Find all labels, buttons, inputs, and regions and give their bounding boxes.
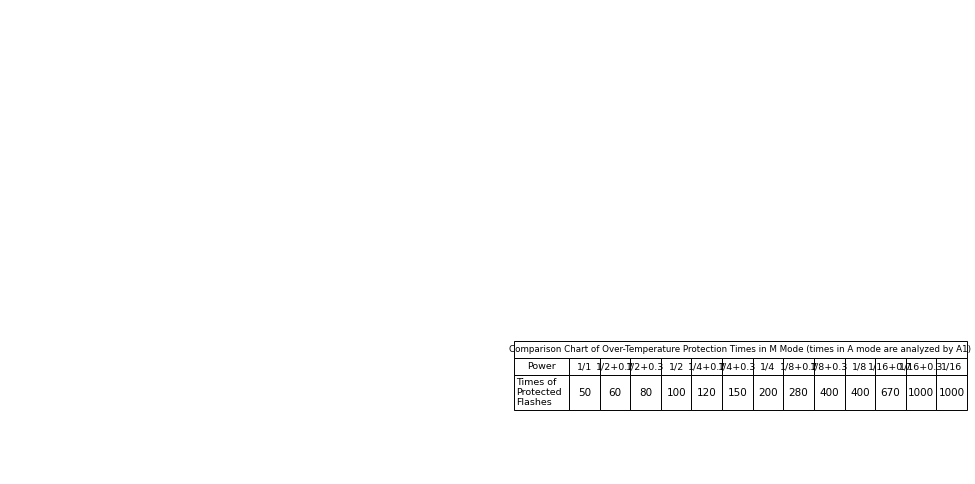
Bar <box>936 358 967 375</box>
Bar <box>661 358 691 375</box>
Bar <box>906 358 936 375</box>
Bar <box>844 358 876 375</box>
Text: 200: 200 <box>759 388 778 397</box>
Bar <box>783 358 814 375</box>
Bar <box>600 358 630 375</box>
Text: 1/16+0.3: 1/16+0.3 <box>899 362 943 371</box>
Text: 400: 400 <box>819 388 839 397</box>
Bar <box>691 358 722 375</box>
Text: 1/4+0.7: 1/4+0.7 <box>687 362 726 371</box>
Text: 60: 60 <box>608 388 621 397</box>
Bar <box>514 375 569 410</box>
Bar <box>814 358 844 375</box>
Bar <box>753 375 783 410</box>
Text: 1/16+0.7: 1/16+0.7 <box>869 362 913 371</box>
Bar <box>514 341 967 358</box>
Text: 50: 50 <box>578 388 591 397</box>
Text: 1/4+0.3: 1/4+0.3 <box>719 362 757 371</box>
Text: 80: 80 <box>639 388 652 397</box>
Text: 120: 120 <box>697 388 717 397</box>
Text: 1/16: 1/16 <box>941 362 962 371</box>
Bar <box>569 375 600 410</box>
Text: 1/8+0.3: 1/8+0.3 <box>810 362 848 371</box>
Text: 100: 100 <box>666 388 686 397</box>
Text: Times of
Protected
Flashes: Times of Protected Flashes <box>516 378 562 408</box>
Text: 1/2+0.3: 1/2+0.3 <box>626 362 665 371</box>
Bar <box>514 358 569 375</box>
Text: 1/2: 1/2 <box>669 362 683 371</box>
Bar <box>876 375 906 410</box>
Bar <box>876 358 906 375</box>
Bar <box>753 358 783 375</box>
Bar <box>630 375 661 410</box>
Bar <box>814 375 844 410</box>
Bar <box>630 358 661 375</box>
Bar <box>722 375 753 410</box>
Text: 1000: 1000 <box>939 388 964 397</box>
Bar <box>691 375 722 410</box>
Bar <box>936 375 967 410</box>
Bar <box>722 358 753 375</box>
Bar <box>783 375 814 410</box>
Bar <box>661 375 691 410</box>
Bar <box>844 375 876 410</box>
Text: 1/8+0.7: 1/8+0.7 <box>779 362 818 371</box>
Text: 150: 150 <box>727 388 747 397</box>
Text: 400: 400 <box>850 388 870 397</box>
Text: 280: 280 <box>789 388 808 397</box>
Text: Comparison Chart of Over-Temperature Protection Times in M Mode (times in A mode: Comparison Chart of Over-Temperature Pro… <box>509 345 971 354</box>
Text: 1/1: 1/1 <box>576 362 592 371</box>
Text: 670: 670 <box>880 388 900 397</box>
Text: 1/4: 1/4 <box>760 362 776 371</box>
Text: 1/8: 1/8 <box>852 362 868 371</box>
Bar <box>906 375 936 410</box>
Bar <box>569 358 600 375</box>
Text: 1/2+0.7: 1/2+0.7 <box>596 362 634 371</box>
Text: Power: Power <box>527 362 556 371</box>
Bar <box>600 375 630 410</box>
Text: 1000: 1000 <box>908 388 934 397</box>
